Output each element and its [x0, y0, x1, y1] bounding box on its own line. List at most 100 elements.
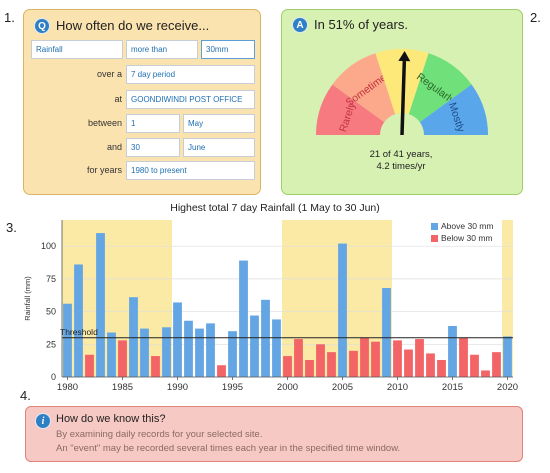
bar-1986 [129, 297, 138, 377]
info-line-2: An "event" may be recorded several times… [56, 443, 401, 454]
bar-2009 [382, 288, 391, 377]
gauge-segment [408, 52, 472, 122]
comparison-select[interactable]: more than [126, 40, 198, 59]
x-tick-label: 1990 [167, 382, 188, 390]
bar-2015 [448, 325, 457, 377]
bar-2012 [415, 339, 424, 377]
question-title: How often do we receive... [56, 18, 210, 33]
bar-2003 [316, 344, 325, 377]
legend-swatch [431, 223, 438, 230]
bar-1992 [195, 328, 204, 377]
bar-2001 [294, 339, 303, 377]
bar-1995 [228, 331, 237, 377]
gauge-segment [419, 83, 488, 135]
bar-1994 [217, 365, 226, 377]
years-label: for years [86, 165, 122, 175]
bar-1998 [261, 299, 270, 377]
bar-2014 [437, 359, 446, 377]
gauge-summary-line-2: 4.2 times/yr [376, 161, 426, 172]
step-number-1: 1. [4, 10, 15, 25]
bar-1988 [151, 356, 160, 377]
y-tick-label: 25 [46, 339, 56, 349]
bar-1989 [162, 327, 171, 377]
x-tick-label: 1980 [57, 382, 78, 390]
bar-1997 [250, 315, 259, 377]
bar-1981 [74, 264, 83, 377]
bar-1991 [184, 320, 193, 377]
info-icon: i [35, 413, 51, 429]
years-select[interactable]: 1980 to present [126, 161, 255, 180]
bar-2008 [371, 341, 380, 377]
y-tick-label: 50 [46, 307, 56, 317]
info-box: i How do we know this? By examining dail… [25, 406, 523, 462]
bar-1984 [107, 332, 116, 377]
bar-1990 [173, 302, 182, 377]
bar-2011 [404, 349, 413, 377]
between-label: between [87, 118, 122, 128]
variable-select[interactable]: Rainfall [31, 40, 123, 59]
bar-1983 [96, 233, 105, 377]
bar-2004 [327, 352, 336, 377]
period-select[interactable]: 7 day period [126, 65, 255, 84]
bar-2017 [470, 354, 479, 377]
bar-2000 [283, 356, 292, 377]
bar-2002 [305, 359, 314, 377]
chart-title: Highest total 7 day Rainfall (1 May to 3… [170, 202, 380, 214]
bar-2007 [360, 337, 369, 377]
bar-1980 [63, 303, 72, 377]
decade-highlight-band [502, 220, 513, 377]
bar-1993 [206, 323, 215, 377]
start-month-select[interactable]: May [183, 114, 255, 133]
gauge-summary-line-1: 21 of 41 years, [369, 149, 433, 160]
x-tick-label: 2010 [387, 382, 408, 390]
station-select[interactable]: GOONDIWINDI POST OFFICE [126, 90, 255, 109]
x-tick-label: 1995 [222, 382, 243, 390]
over-label: over a [96, 69, 122, 79]
step-number-3: 3. [6, 220, 17, 235]
bar-1996 [239, 260, 248, 377]
question-panel: Q How often do we receive... Rainfall mo… [23, 9, 261, 195]
bar-2010 [393, 340, 402, 377]
gauge-needle [399, 60, 406, 135]
legend-label: Above 30 mm [441, 221, 493, 231]
end-month-select[interactable]: June [183, 138, 255, 157]
bar-1987 [140, 328, 149, 377]
x-tick-label: 2020 [497, 382, 518, 390]
bar-2020 [503, 336, 512, 377]
end-day-select[interactable]: 30 [126, 138, 180, 157]
bar-1982 [85, 354, 94, 377]
gauge-needle-arrow-icon [397, 50, 410, 61]
gauge-segment [331, 52, 395, 122]
answer-title: In 51% of years. [314, 17, 408, 32]
step-number-2: 2. [530, 10, 541, 25]
amount-input[interactable]: 30mm [201, 40, 255, 59]
bar-2018 [481, 370, 490, 377]
legend-swatch [431, 235, 438, 242]
start-day-select[interactable]: 1 [126, 114, 180, 133]
y-axis-label: Rainfall (mm) [23, 276, 32, 321]
bar-1985 [118, 340, 127, 377]
and-label: and [106, 142, 122, 152]
x-tick-label: 2000 [277, 382, 298, 390]
rainfall-bar-chart: 0 25 50 75 100 Threshold 1980 1985 1990 1995 2000 2… [23, 220, 518, 390]
bar-1999 [272, 319, 281, 377]
y-tick-label: 0 [51, 372, 56, 382]
answer-panel: A In 51% of years. Rarely Sometimes Regula… [281, 9, 523, 195]
step-number-4: 4. [20, 388, 31, 403]
gauge-segment [315, 83, 384, 135]
legend-label: Below 30 mm [441, 233, 493, 243]
x-tick-label: 1985 [112, 382, 133, 390]
info-line-1: By examining daily records for your sele… [56, 429, 263, 440]
bar-2016 [459, 337, 468, 377]
bar-2005 [338, 243, 347, 377]
at-label: at [114, 94, 122, 104]
bar-2019 [492, 352, 501, 377]
x-tick-label: 2015 [442, 382, 463, 390]
y-tick-label: 100 [41, 241, 56, 251]
threshold-label: Threshold [60, 327, 98, 337]
info-title: How do we know this? [56, 413, 166, 425]
y-tick-label: 75 [46, 274, 56, 284]
bar-2006 [349, 350, 358, 377]
question-badge-icon: Q [34, 18, 50, 34]
